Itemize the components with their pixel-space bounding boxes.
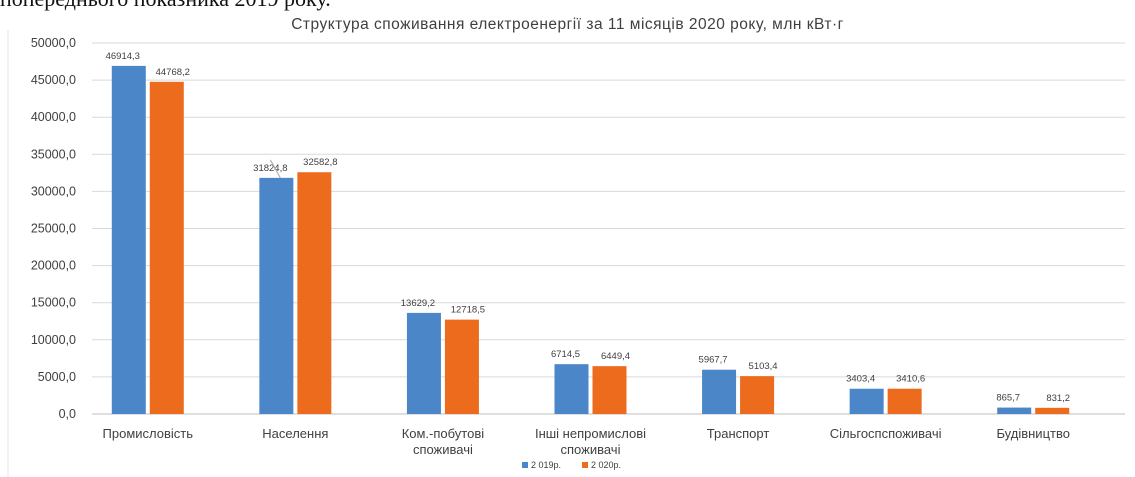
legend-swatch (522, 462, 528, 468)
data-label: 3403,4 (846, 374, 875, 385)
data-label: 6714,5 (551, 349, 580, 360)
chart-title: Структура споживання електроенергії за 1… (291, 16, 844, 33)
y-tick-label: 10000,0 (31, 333, 76, 347)
data-label: 5967,7 (699, 355, 728, 366)
y-tick-label: 45000,0 (31, 73, 76, 87)
bar-2020 (444, 319, 479, 414)
label-leader-line (269, 159, 281, 179)
category-label: Промисловість (103, 426, 194, 441)
bar-2020 (149, 81, 184, 415)
data-label: 31824,8 (253, 163, 287, 174)
bar-2020 (1035, 407, 1070, 414)
bar-2020 (592, 366, 627, 414)
bar-2020 (887, 388, 922, 414)
data-label: 46914,3 (106, 51, 140, 62)
data-label: 5103,4 (749, 361, 778, 372)
data-label: 3410,6 (896, 374, 925, 385)
bar-2019 (997, 407, 1032, 414)
legend-swatch (582, 462, 588, 468)
category-label: Сільгоспспоживачі (830, 426, 942, 441)
data-label: 32582,8 (303, 157, 337, 168)
y-tick-label: 50000,0 (31, 36, 76, 50)
bar-2019 (111, 65, 146, 414)
bar-2019 (554, 364, 589, 414)
y-tick-label: 35000,0 (31, 147, 76, 161)
data-label: 12718,5 (451, 305, 485, 316)
data-label: 13629,2 (401, 298, 435, 309)
data-label: 6449,4 (601, 351, 630, 362)
category-label: Населення (262, 426, 328, 441)
y-tick-label: 5000,0 (38, 370, 76, 384)
bar-2019 (849, 388, 884, 414)
category-label: Інші непромислові (535, 426, 646, 441)
y-tick-label: 15000,0 (31, 296, 76, 310)
bar-2020 (297, 172, 332, 414)
bar-2019 (702, 369, 737, 414)
y-tick-label: 25000,0 (31, 222, 76, 236)
category-label: Будівництво (996, 426, 1070, 441)
data-label: 831,2 (1046, 393, 1070, 404)
y-tick-label: 20000,0 (31, 259, 76, 273)
category-label: Транспорт (707, 426, 770, 441)
y-tick-label: 0,0 (59, 407, 76, 421)
data-label: 865,7 (996, 393, 1020, 404)
bar-2019 (406, 312, 441, 414)
bar-2020 (740, 376, 775, 414)
data-label: 44768,2 (156, 67, 190, 78)
y-tick-label: 30000,0 (31, 184, 76, 198)
category-label: Ком.-побутові (402, 426, 485, 441)
legend-label: 2 020р. (591, 460, 621, 470)
legend-label: 2 019р. (531, 460, 561, 470)
category-label: споживачі (413, 442, 473, 457)
category-label: споживачі (561, 442, 621, 457)
y-tick-label: 40000,0 (31, 110, 76, 124)
bar-2019 (259, 177, 294, 414)
